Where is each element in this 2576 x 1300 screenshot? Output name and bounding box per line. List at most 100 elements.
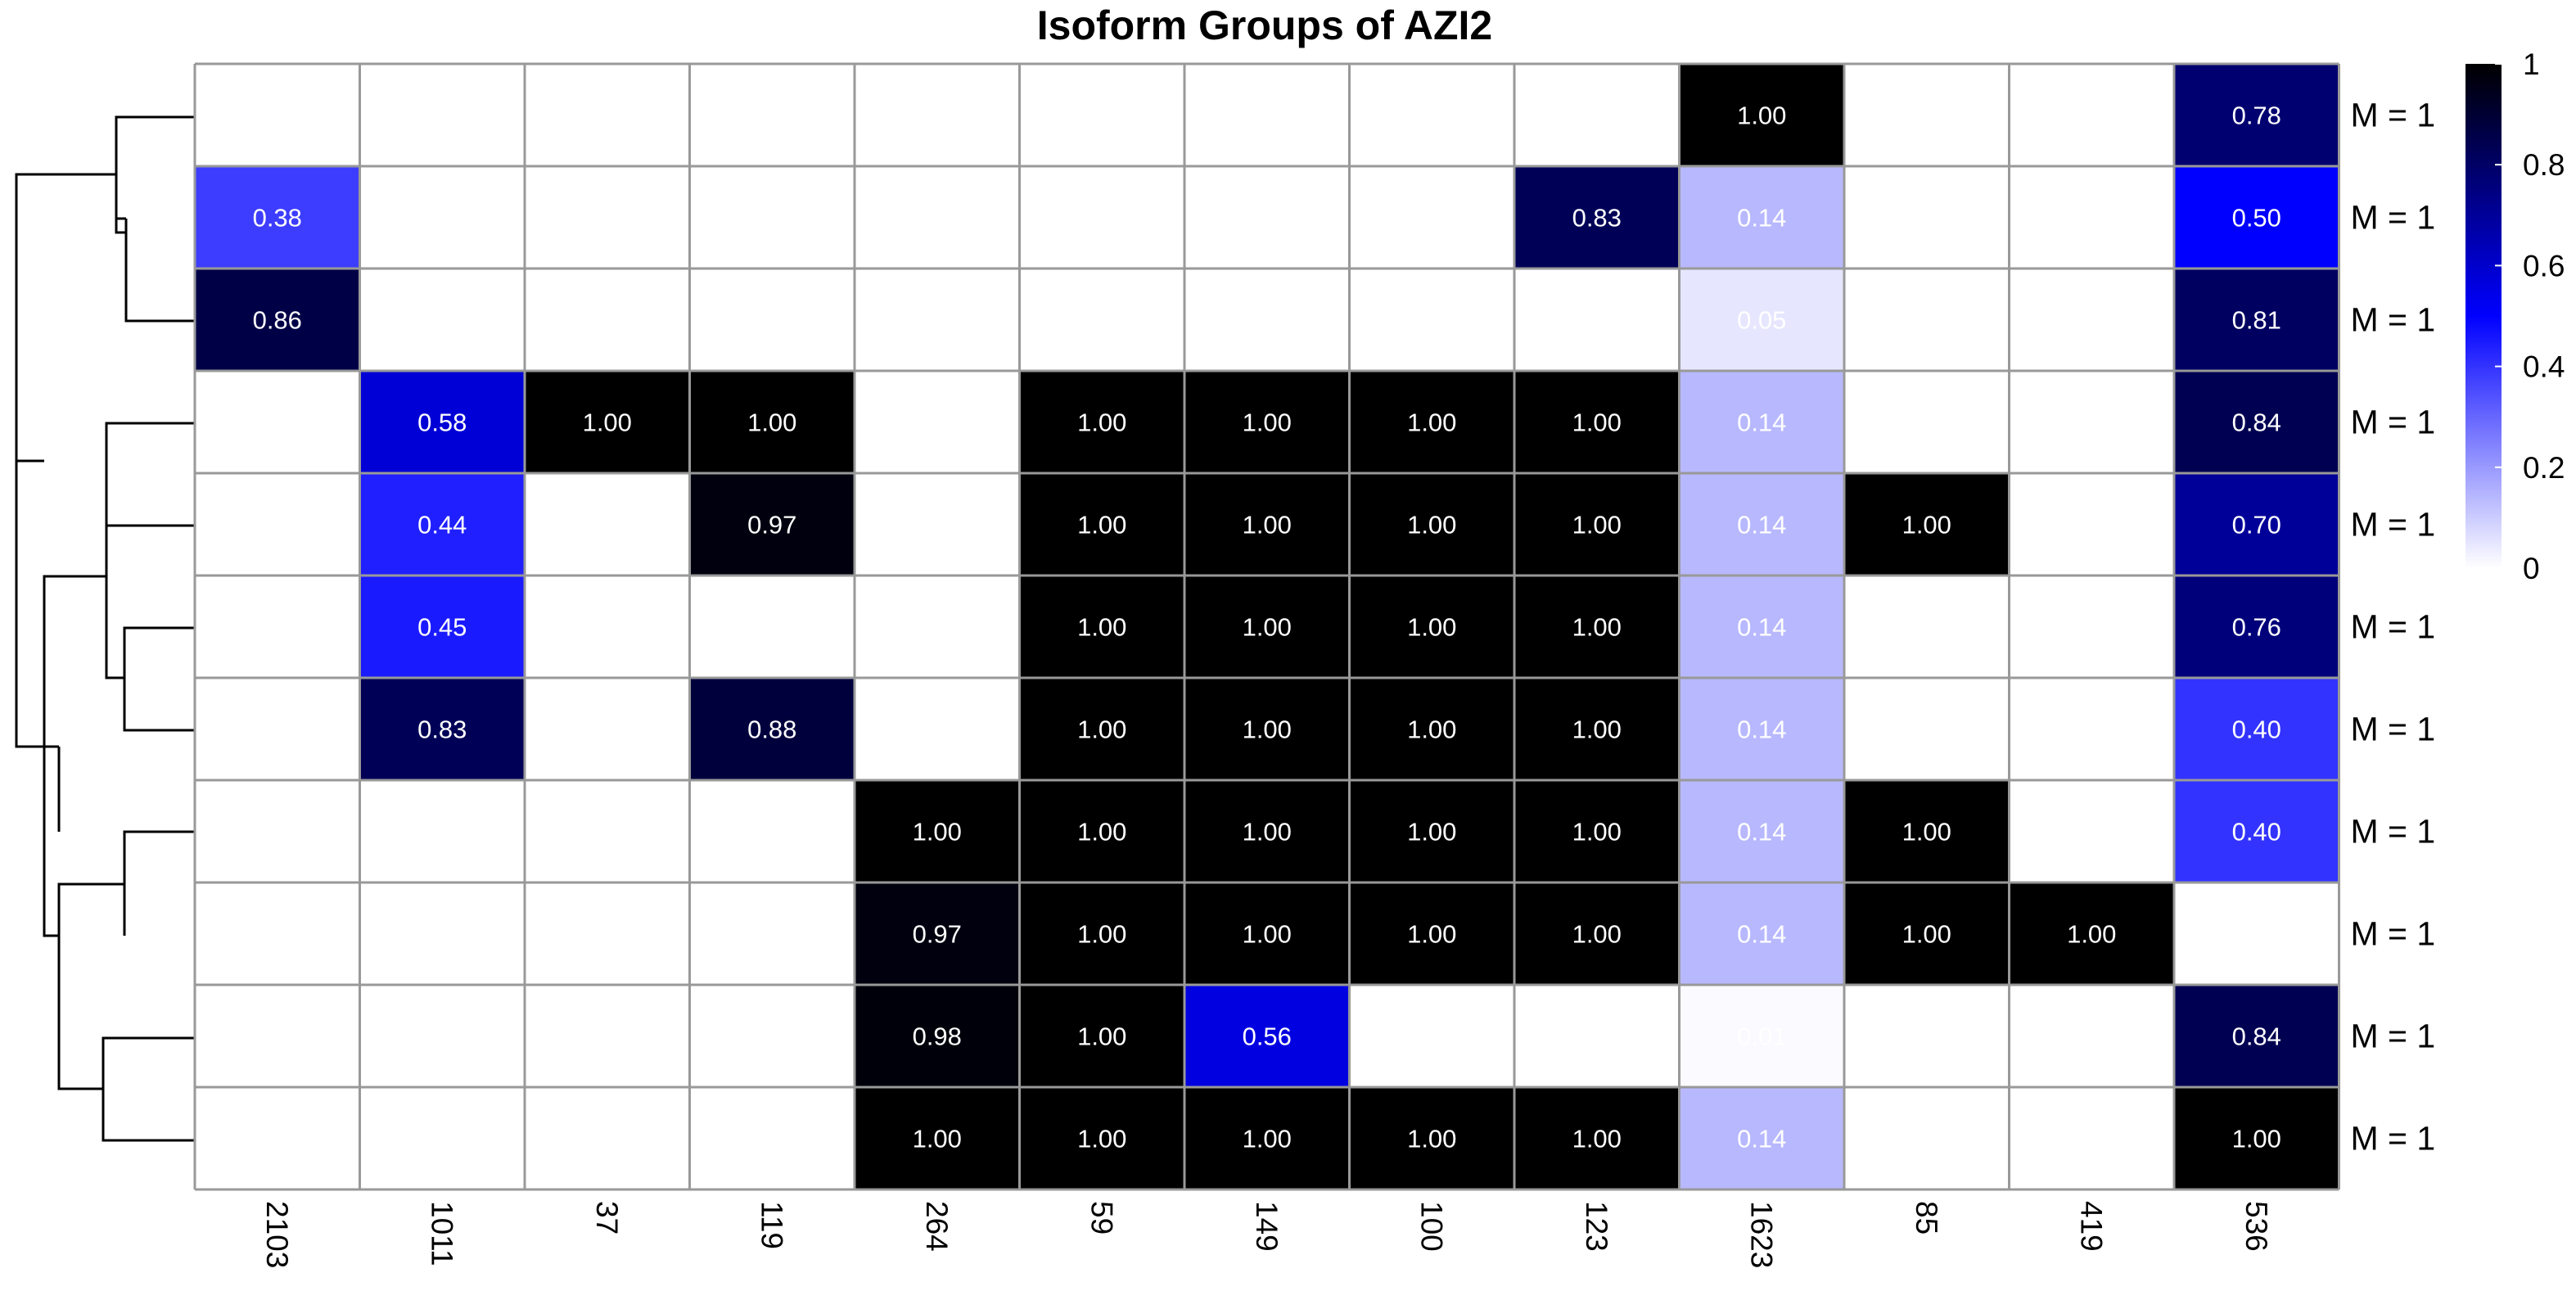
heatmap-cell: [359, 371, 525, 473]
heatmap-cell: [1019, 576, 1184, 678]
heatmap-cell: [2009, 64, 2174, 166]
heatmap-cell: [1184, 64, 1350, 166]
heatmap-cell: [2174, 64, 2339, 166]
cell-value-label: 0.14: [1737, 511, 1786, 539]
cell-value-label: 1.00: [1572, 818, 1622, 846]
heatmap-cell: [2009, 985, 2174, 1087]
column-label: 59: [1085, 1201, 1118, 1235]
heatmap-cell: [1184, 371, 1350, 473]
legend-tick-label: 0: [2523, 552, 2540, 585]
heatmap-cell: [359, 576, 525, 678]
legend-ticks: 0 0.2 0.4 0.6 0.8 1: [2495, 47, 2565, 585]
cell-value-label: 1.00: [1572, 715, 1622, 744]
heatmap-cell: [689, 64, 855, 166]
heatmap-cell: [689, 576, 855, 678]
column-label: 419: [2074, 1201, 2108, 1252]
heatmap-cell: [2174, 473, 2339, 576]
cell-value-label: 1.00: [1243, 818, 1292, 846]
cell-value-label: 1.00: [1572, 920, 1622, 949]
heatmap-cell: [1844, 64, 2010, 166]
heatmap-cell: [1844, 678, 2010, 780]
heatmap-cell: [1514, 269, 1680, 371]
column-label: 123: [1580, 1201, 1613, 1252]
column-label: 1623: [1744, 1201, 1778, 1268]
heatmap-cell: [195, 678, 360, 780]
heatmap-cell: [525, 371, 690, 473]
heatmap-cell: [1514, 371, 1680, 473]
row-label: M = 1: [2351, 199, 2436, 237]
heatmap-cell: [359, 166, 525, 269]
heatmap-cell: [1679, 371, 1844, 473]
heatmap-cell: [525, 985, 690, 1087]
color-legend: 0 0.2 0.4 0.6 0.8 1: [2465, 47, 2565, 585]
column-label: 264: [920, 1201, 954, 1252]
cell-value-label: 1.00: [1407, 920, 1456, 949]
cell-value-label: 0.78: [2232, 102, 2281, 130]
heatmap-cell: [855, 678, 1020, 780]
heatmap-cell: [2174, 882, 2339, 985]
cell-value-label: 0.50: [2232, 204, 2281, 232]
heatmap-cell: [525, 882, 690, 985]
heatmap-cell: [1184, 166, 1350, 269]
heatmap-cell: [525, 269, 690, 371]
row-label: M = 1: [2351, 711, 2436, 748]
heatmap-cell: [1019, 678, 1184, 780]
cell-value-label: 1.00: [1902, 920, 1951, 949]
heatmap-cell: [1184, 985, 1350, 1087]
heatmap-cell: [2009, 1087, 2174, 1189]
heatmap-cell: [525, 780, 690, 882]
heatmap-cell: [2174, 1087, 2339, 1189]
heatmap-cell: [359, 882, 525, 985]
cell-value-label: 0.38: [253, 204, 302, 232]
heatmap-cell: [1184, 678, 1350, 780]
heatmap-cell: [1844, 473, 2010, 576]
heatmap-cell: [1844, 166, 2010, 269]
column-label: 119: [755, 1201, 788, 1249]
legend-tick-label: 0.6: [2523, 249, 2565, 282]
heatmap-cell: [525, 576, 690, 678]
heatmap-cell: [689, 473, 855, 576]
heatmap-cell: [855, 780, 1020, 882]
cell-value-label: 0.88: [747, 715, 796, 744]
cell-value-label: 0.14: [1737, 613, 1786, 642]
heatmap-cell: [1019, 269, 1184, 371]
heatmap-cell: [2174, 576, 2339, 678]
cell-value-label: 1.00: [1572, 409, 1622, 437]
cell-value-label: 1.00: [1077, 511, 1126, 539]
heatmap-cell: [1349, 678, 1514, 780]
heatmap-cell: [525, 1087, 690, 1189]
cell-value-label: 0.86: [253, 306, 302, 335]
heatmap-cell: [195, 780, 360, 882]
cell-value-label: 0.14: [1737, 204, 1786, 232]
heatmap-cell: [195, 882, 360, 985]
heatmap-cell: [1844, 576, 2010, 678]
heatmap-cell: [525, 678, 690, 780]
column-label: 2103: [260, 1201, 294, 1268]
cell-value-label: 1.00: [1243, 409, 1292, 437]
heatmap-cell: [1349, 166, 1514, 269]
legend-tick-label: 1: [2523, 47, 2540, 81]
heatmap-cell: [1679, 473, 1844, 576]
legend-colorbar: [2465, 64, 2502, 568]
cell-value-label: 1.00: [1407, 1125, 1456, 1153]
heatmap-cell: [1844, 882, 2010, 985]
column-label: 37: [590, 1201, 624, 1235]
heatmap-cell: [1349, 64, 1514, 166]
heatmap-cell: [689, 985, 855, 1087]
heatmap-cell: [855, 64, 1020, 166]
heatmap-cell: [1679, 882, 1844, 985]
cell-value-label: 1.00: [1902, 511, 1951, 539]
heatmap-cell: [689, 678, 855, 780]
row-label: M = 1: [2351, 301, 2436, 339]
cell-value-label: 0.84: [2232, 1022, 2281, 1051]
cell-value-label: 1.00: [1572, 613, 1622, 642]
cell-value-label: 1.00: [2067, 920, 2116, 949]
cell-value-label: 0.56: [1243, 1022, 1292, 1051]
heatmap-cell: [1184, 780, 1350, 882]
heatmap-cell: [1514, 985, 1680, 1087]
heatmap-cell: [1019, 473, 1184, 576]
row-label: M = 1: [2351, 1018, 2436, 1055]
heatmap-cell: [1019, 166, 1184, 269]
column-label: 85: [1910, 1201, 1943, 1235]
